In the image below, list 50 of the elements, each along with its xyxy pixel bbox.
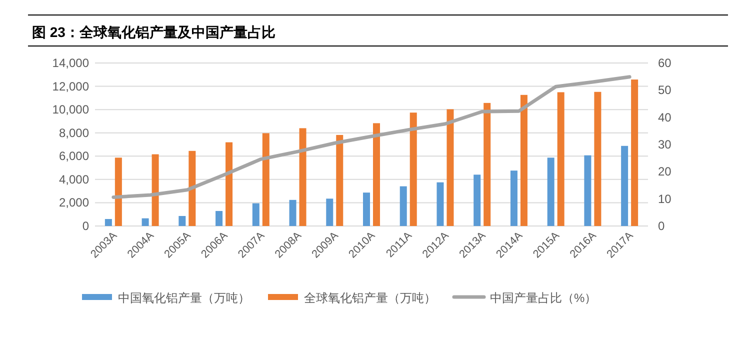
bar bbox=[363, 192, 370, 226]
legend-label: 中国氧化铝产量（万吨） bbox=[118, 291, 250, 305]
y-tick-label: 0 bbox=[82, 219, 90, 233]
y-tick-label: 2,000 bbox=[58, 196, 90, 210]
y-tick-label: 14,000 bbox=[52, 56, 90, 70]
bar bbox=[436, 182, 444, 226]
bar bbox=[594, 92, 602, 226]
y2-tick-label: 60 bbox=[658, 56, 672, 70]
y2-tick-label: 30 bbox=[658, 138, 672, 152]
bar bbox=[520, 94, 528, 226]
y-tick-label: 8,000 bbox=[58, 126, 90, 140]
y-tick-label: 10,000 bbox=[52, 102, 90, 117]
bar bbox=[216, 210, 223, 226]
bar bbox=[510, 170, 518, 226]
bar bbox=[584, 155, 592, 226]
y2-tick-label: 0 bbox=[658, 219, 665, 233]
y2-tick-label: 40 bbox=[658, 110, 672, 124]
bar bbox=[547, 158, 554, 226]
y-tick-label: 12,000 bbox=[52, 79, 90, 94]
y-tick-label: 4,000 bbox=[58, 172, 90, 186]
bar bbox=[188, 150, 196, 226]
bar bbox=[262, 133, 270, 226]
bar bbox=[114, 158, 122, 226]
bar bbox=[484, 102, 491, 226]
bar bbox=[142, 218, 149, 226]
bar bbox=[446, 109, 454, 226]
bar bbox=[373, 123, 380, 226]
legend-label: 中国产量占比（%） bbox=[490, 291, 597, 305]
bar bbox=[226, 142, 233, 226]
legend-label: 全球氧化铝产量（万吨） bbox=[304, 291, 436, 305]
bar bbox=[621, 146, 628, 226]
line-series bbox=[112, 75, 632, 199]
bar bbox=[400, 186, 407, 226]
bar bbox=[557, 92, 564, 226]
bar bbox=[326, 198, 334, 226]
bar bbox=[152, 154, 159, 226]
bar bbox=[631, 80, 638, 226]
y-tick-label: 6,000 bbox=[58, 149, 90, 164]
y2-tick-label: 10 bbox=[658, 192, 672, 206]
bar bbox=[410, 112, 417, 226]
bar bbox=[289, 200, 296, 226]
chart-title: 图 23：全球氧化铝产量及中国产量占比 bbox=[32, 24, 276, 40]
bar bbox=[252, 203, 260, 226]
bar bbox=[474, 174, 481, 226]
y2-tick-label: 50 bbox=[658, 83, 672, 98]
y2-tick-label: 20 bbox=[658, 164, 672, 179]
bar bbox=[104, 219, 112, 226]
bar bbox=[336, 134, 344, 226]
bar bbox=[178, 216, 186, 226]
bar bbox=[299, 128, 306, 226]
